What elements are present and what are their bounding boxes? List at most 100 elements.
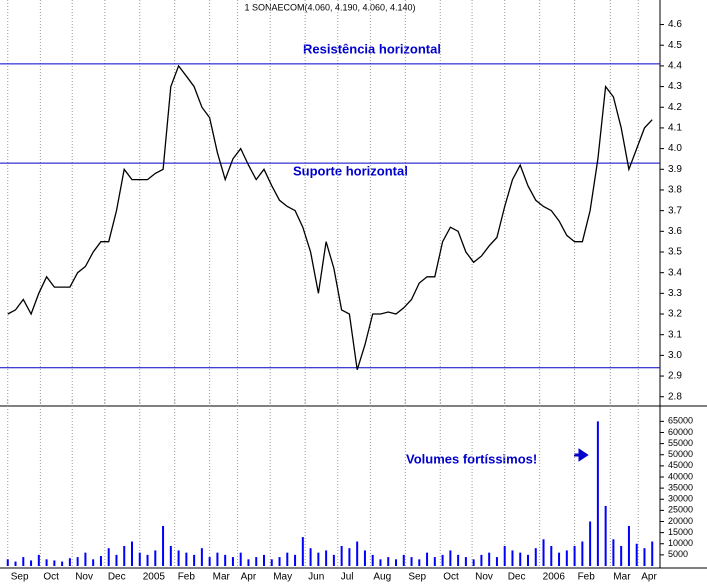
volume-bar	[395, 559, 397, 566]
y-tick-label: 3.9	[668, 164, 682, 175]
volume-bar	[558, 552, 561, 566]
volume-bar	[472, 559, 475, 566]
volume-bar	[294, 554, 297, 566]
y-tick-label: 5000	[668, 549, 688, 559]
y-tick-label: 35000	[668, 482, 693, 492]
y-tick-label: 3.7	[668, 205, 682, 216]
volume-bar	[22, 557, 25, 566]
y-tick-label: 4.4	[668, 61, 682, 72]
volume-bar	[37, 554, 40, 566]
x-tick-label: Aug	[373, 572, 391, 582]
volume-bar	[495, 557, 498, 566]
x-tick-label: Dec	[108, 572, 126, 582]
volume-bar	[464, 557, 467, 566]
volume-bar	[270, 559, 273, 566]
volume-bar	[651, 541, 654, 566]
x-tick-label: Feb	[178, 572, 196, 582]
volume-bar	[255, 557, 258, 566]
y-tick-label: 3.0	[668, 350, 682, 361]
volume-bar	[402, 554, 405, 566]
x-tick-label: Mar	[613, 572, 631, 582]
volume-bar	[418, 559, 421, 566]
volume-bar	[146, 554, 149, 566]
volume-bar	[542, 539, 545, 566]
x-tick-label: Apr	[641, 572, 657, 582]
y-tick-label: 3.2	[668, 309, 682, 320]
volume-bar	[363, 550, 366, 566]
y-tick-label: 50000	[668, 449, 693, 459]
volume-bar	[596, 421, 599, 566]
y-tick-label: 4.1	[668, 123, 682, 134]
price-line	[7, 64, 653, 370]
y-tick-label: 4.3	[668, 81, 682, 92]
volume-bar	[620, 545, 623, 566]
volume-bar	[224, 554, 227, 566]
y-tick-label: 3.6	[668, 226, 682, 237]
volume-bar	[410, 557, 413, 566]
volume-bar	[589, 521, 592, 566]
x-tick-label: 2006	[543, 572, 566, 582]
volume-bar	[340, 545, 343, 566]
volume-bar	[426, 552, 429, 566]
volume-bar	[309, 548, 312, 566]
y-tick-label: 30000	[668, 494, 693, 504]
volume-bar	[263, 554, 265, 566]
volume-bar	[581, 541, 584, 566]
volume-bar	[449, 550, 452, 566]
x-tick-label: Sep	[408, 572, 426, 582]
volume-bar	[332, 554, 335, 566]
volume-bar	[99, 555, 102, 566]
volume-bar	[519, 552, 522, 566]
volume-bar	[511, 550, 514, 566]
x-tick-label: Nov	[75, 572, 93, 582]
volume-bar	[6, 559, 9, 566]
volume-bar	[604, 505, 607, 566]
annotation: Resistência horizontal	[303, 41, 441, 56]
y-tick-label: 20000	[668, 516, 693, 526]
y-tick-label: 65000	[668, 416, 693, 426]
volume-bar	[92, 559, 95, 566]
arrow	[574, 448, 589, 462]
volume-bar	[278, 557, 281, 566]
x-tick-label: Oct	[43, 572, 59, 582]
y-tick-label: 4.5	[668, 40, 682, 51]
volume-bar	[61, 561, 64, 566]
x-tick-label: Sep	[11, 572, 29, 582]
volume-bar	[200, 548, 203, 566]
annotation: Suporte horizontal	[293, 163, 408, 178]
volume-bar	[154, 550, 157, 566]
volume-bar	[348, 548, 351, 566]
volume-bar	[433, 557, 436, 566]
volume-bar	[457, 554, 460, 566]
y-tick-label: 40000	[668, 471, 693, 481]
volume-bar	[550, 545, 553, 566]
volume-bar	[387, 557, 390, 566]
volume-bar	[527, 554, 529, 566]
y-tick-label: 4.2	[668, 102, 682, 113]
volume-bar	[247, 559, 250, 566]
volume-bar	[325, 550, 328, 566]
volume-bar	[185, 552, 188, 566]
x-tick-label: Feb	[578, 572, 596, 582]
volume-bar	[239, 552, 242, 566]
volume-bar	[216, 552, 219, 566]
volume-bar	[107, 548, 110, 566]
y-tick-label: 45000	[668, 460, 693, 470]
volume-bar	[379, 559, 382, 566]
x-tick-label: 2005	[143, 572, 166, 582]
volume-bar	[635, 543, 638, 566]
x-tick-label: Dec	[508, 572, 526, 582]
y-tick-label: 2.8	[668, 391, 682, 402]
y-tick-label: 3.5	[668, 247, 682, 258]
volume-bar	[356, 541, 359, 566]
volume-bar	[14, 561, 17, 566]
y-tick-label: 55000	[668, 438, 693, 448]
x-tick-label: Apr	[241, 572, 257, 582]
y-tick-label: 10000	[668, 538, 693, 548]
volume-bar	[84, 552, 87, 566]
volume-bar	[441, 554, 444, 566]
volume-bar	[317, 552, 320, 566]
